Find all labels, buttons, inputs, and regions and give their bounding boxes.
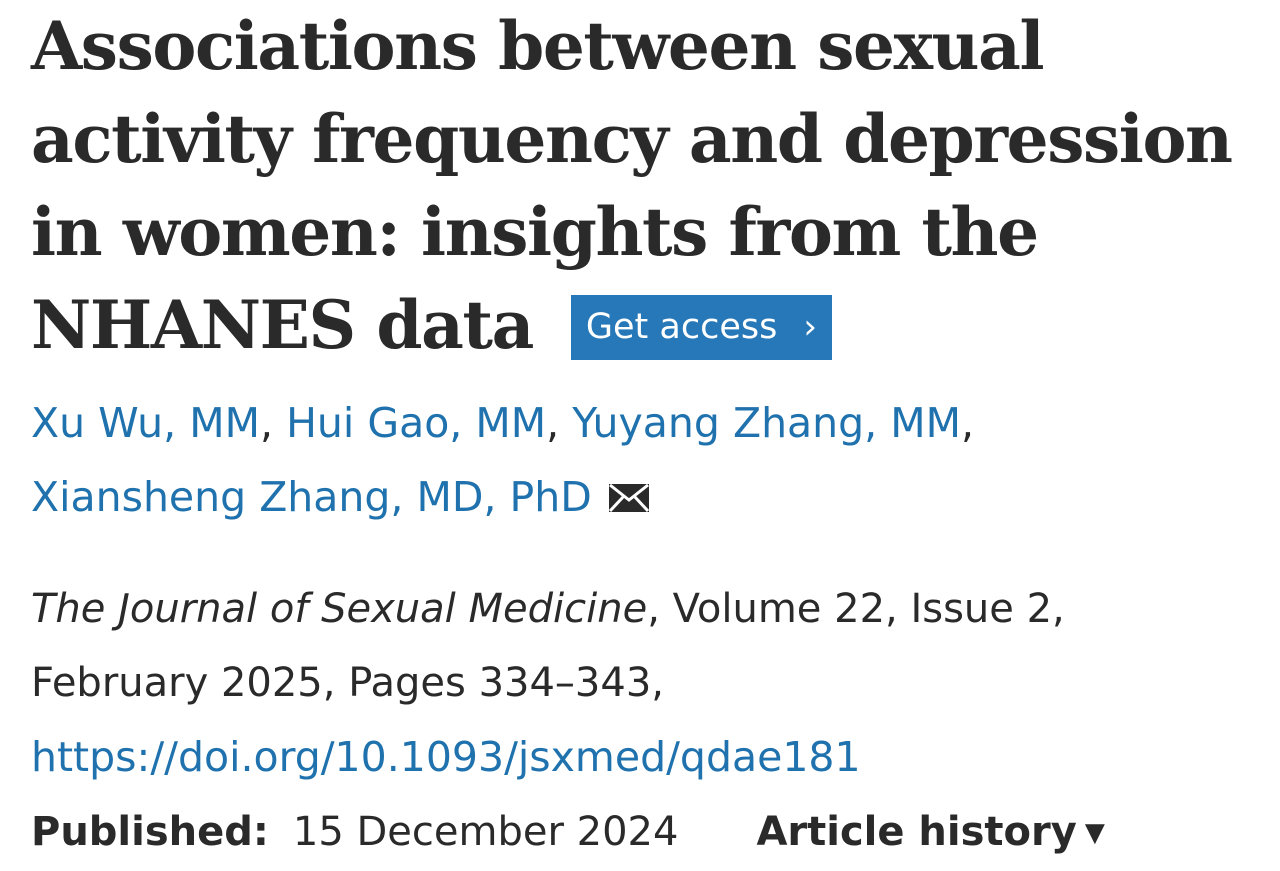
author-link-hui-gao[interactable]: Hui Gao, MM — [286, 399, 547, 447]
citation-line-2: February 2025, Pages 334–343, — [31, 660, 664, 706]
author-list: Xu Wu, MM, Hui Gao, MM, Yuyang Zhang, MM… — [31, 386, 1261, 536]
author-separator: , — [259, 399, 274, 447]
author-link-yuyang-zhang[interactable]: Yuyang Zhang, MM — [572, 399, 961, 447]
title-line-1: Associations between sexual — [31, 7, 1045, 85]
author-link-xiansheng-zhang[interactable]: Xiansheng Zhang, MD, PhD — [31, 473, 592, 521]
article-history-label: Article history — [756, 809, 1077, 855]
author-separator: , — [546, 399, 560, 447]
article-header: Associations between sexual activity fre… — [31, 0, 1261, 870]
author-link-xu-wu[interactable]: Xu Wu, MM — [31, 399, 260, 447]
author-separator: , — [961, 399, 975, 447]
get-access-button[interactable]: Get access › — [570, 294, 832, 360]
title-line-4-text: NHANES data — [31, 286, 534, 364]
get-access-label: Get access — [585, 307, 778, 347]
title-line-2: activity frequency and depression — [31, 100, 1233, 178]
published-label: Published: — [31, 809, 269, 855]
title-line-3: in women: insights from the — [31, 193, 1039, 271]
citation-volume-issue: , Volume 22, Issue 2, — [647, 586, 1065, 632]
doi-line: https://doi.org/10.1093/jsxmed/qdae181 — [31, 720, 1261, 795]
author-line-2: Xiansheng Zhang, MD, PhD — [31, 460, 1261, 536]
published-date: 15 December 2024 — [292, 809, 679, 855]
doi-link[interactable]: https://doi.org/10.1093/jsxmed/qdae181 — [31, 733, 861, 781]
chevron-right-icon: › — [803, 307, 817, 347]
caret-down-icon: ▼ — [1084, 818, 1105, 848]
citation-block: The Journal of Sexual Medicine, Volume 2… — [31, 572, 1261, 795]
author-line-1: Xu Wu, MM, Hui Gao, MM, Yuyang Zhang, MM… — [31, 386, 1261, 460]
article-title: Associations between sexual activity fre… — [31, 0, 1261, 372]
article-history-toggle[interactable]: Article history ▼ — [756, 809, 1104, 855]
envelope-icon[interactable] — [608, 462, 650, 536]
citation-line-1: The Journal of Sexual Medicine, Volume 2… — [31, 572, 1261, 646]
publication-info: Published: 15 December 2024 Article histor… — [31, 795, 1261, 870]
title-line-4: NHANES data Get access › — [31, 279, 1261, 372]
journal-name: The Journal of Sexual Medicine — [31, 586, 648, 632]
